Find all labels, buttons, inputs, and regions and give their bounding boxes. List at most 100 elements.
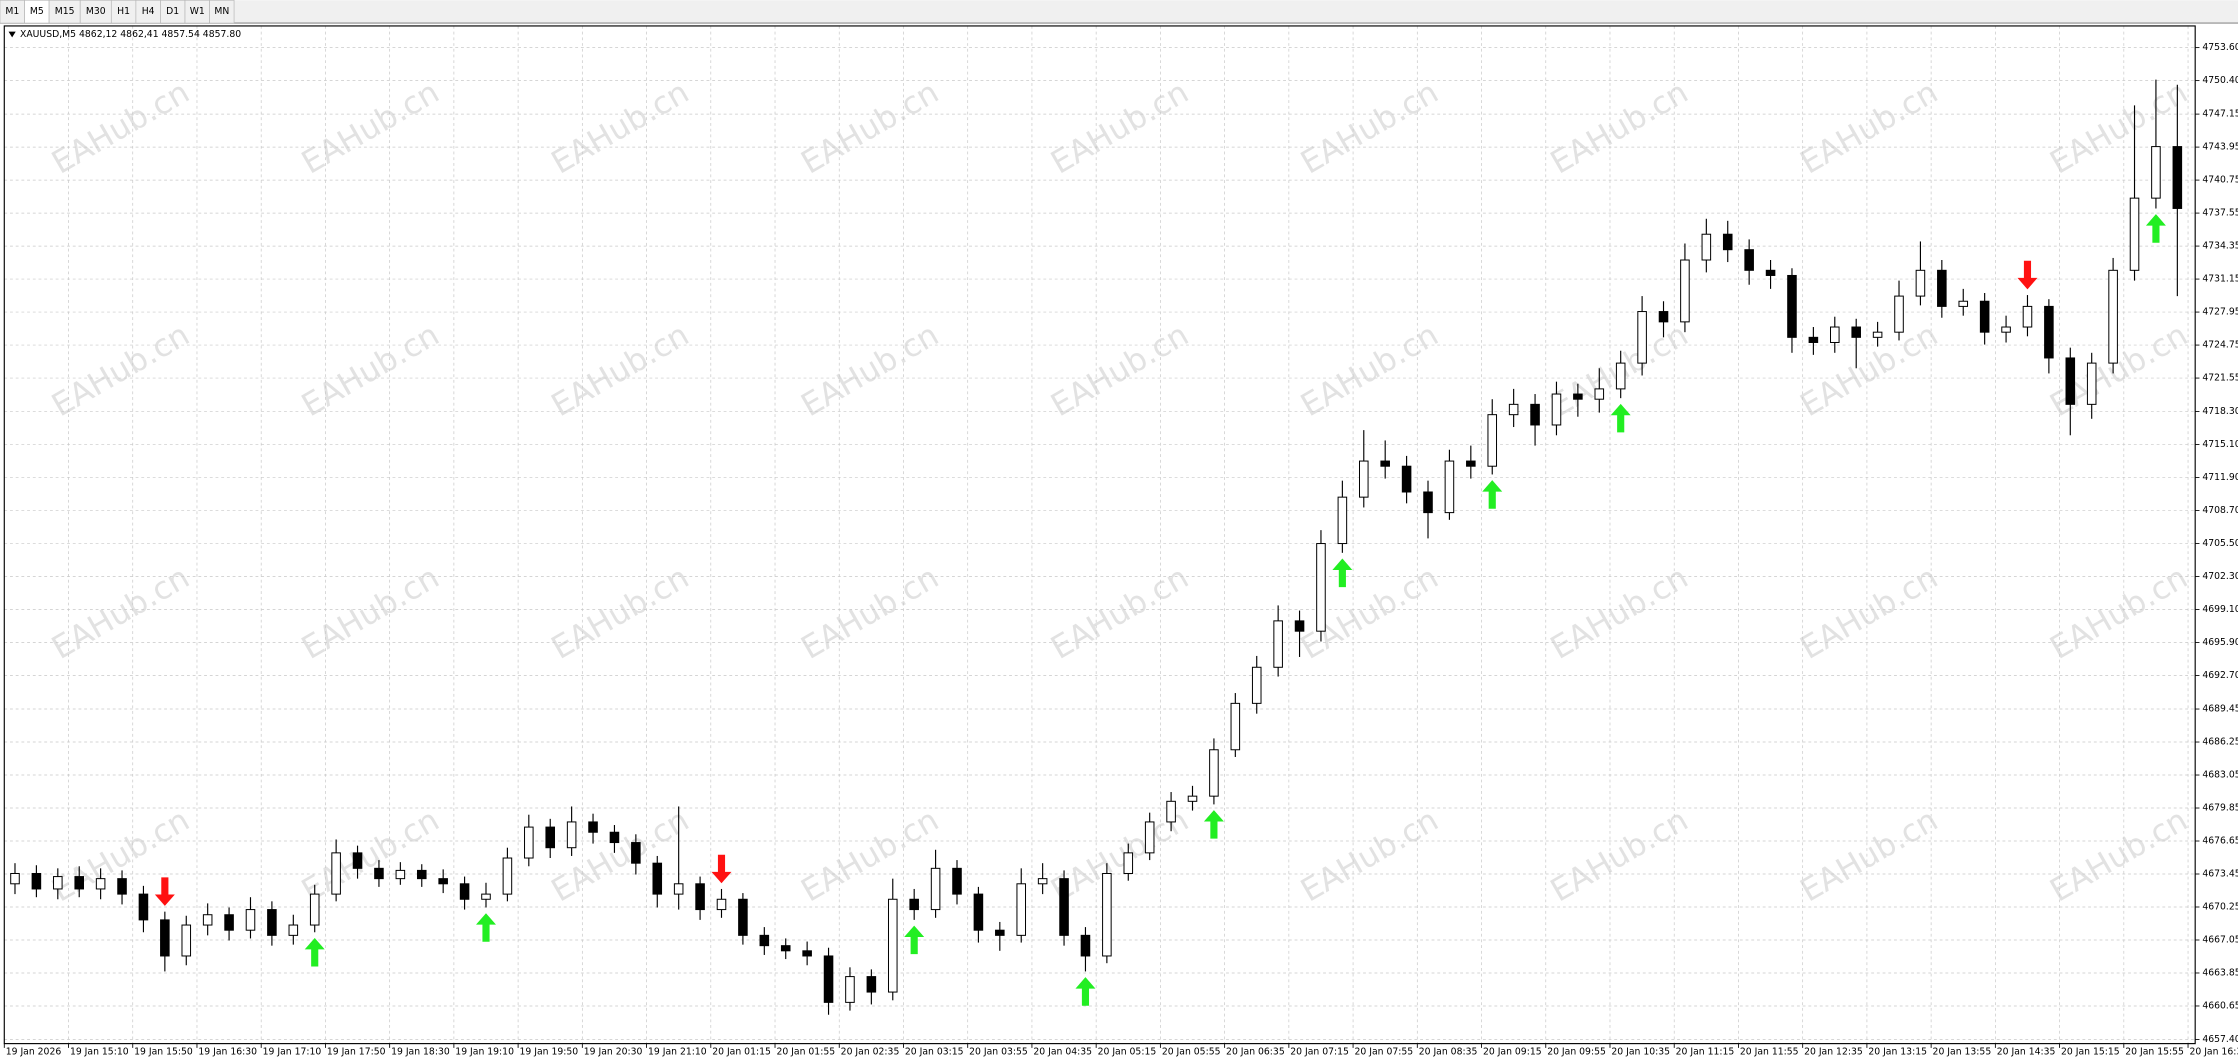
y-tick-label: 4721.55: [2202, 373, 2238, 384]
watermark: EAHub.cn: [296, 560, 446, 667]
candle-body: [224, 914, 234, 931]
candle-body: [416, 869, 427, 880]
candle-body: [1166, 800, 1176, 823]
candle-body: [95, 878, 106, 890]
candle-body: [1615, 362, 1626, 390]
watermark: EAHub.cn: [546, 802, 696, 909]
candle-body: [245, 909, 256, 931]
watermark: EAHub.cn: [795, 560, 945, 667]
timeframe-tab[interactable]: [209, 0, 235, 24]
candle-body: [2001, 326, 2011, 333]
x-tick-label: 20 Jan 06:35: [1226, 1047, 1285, 1058]
watermark: EAHub.cn: [296, 74, 446, 181]
timeframe-tab-label[interactable]: M15: [55, 6, 75, 17]
timeframe-tab-label[interactable]: MN: [214, 6, 229, 17]
candle-body: [952, 867, 962, 895]
candle-body: [1958, 300, 1969, 307]
candle-body: [74, 876, 84, 890]
candle-body: [1701, 233, 1712, 261]
watermark: EAHub.cn: [296, 317, 446, 424]
timeframe-tab-label[interactable]: H1: [117, 6, 130, 17]
grid: [4, 25, 2196, 1044]
candle-body: [352, 852, 363, 869]
watermark: EAHub.cn: [795, 74, 945, 181]
candle-body: [1444, 460, 1455, 514]
y-tick-label: 4743.95: [2202, 142, 2238, 153]
timeframe-tab-label[interactable]: M30: [86, 6, 106, 17]
candle-body: [2065, 357, 2076, 405]
watermark: EAHub.cn: [1794, 802, 1944, 909]
x-tick-label: 19 Jan 15:10: [70, 1047, 129, 1058]
candle-body: [1637, 311, 1647, 364]
x-tick-label: 20 Jan 14:35: [1997, 1047, 2056, 1058]
y-tick-label: 4689.45: [2202, 704, 2238, 715]
watermark: EAHub.cn: [1794, 317, 1944, 424]
buy-arrow: [1075, 977, 1096, 1006]
candle-body: [802, 950, 812, 957]
candle-body: [309, 893, 320, 926]
x-tick-label: 20 Jan 10:35: [1611, 1047, 1670, 1058]
candle-body: [288, 924, 299, 936]
menu-triangle: [8, 31, 16, 38]
x-tick-label: 20 Jan 15:55: [2125, 1047, 2184, 1058]
candle-body: [866, 976, 877, 993]
candle-body: [1059, 878, 1069, 936]
candle-body: [2172, 146, 2183, 209]
y-tick-label: 4667.05: [2202, 934, 2238, 945]
timeframe-tab-label[interactable]: M5: [30, 6, 44, 17]
candle-body: [1765, 269, 1776, 276]
candle-body: [1102, 872, 1112, 957]
timeframe-tab-label[interactable]: M1: [5, 6, 19, 17]
candle-body: [609, 831, 620, 844]
watermark: EAHub.cn: [296, 802, 446, 909]
candle-body: [331, 852, 341, 895]
sell-arrow: [711, 854, 732, 884]
x-tick-label: 19 Jan 2026: [6, 1047, 62, 1058]
candle-body: [10, 872, 20, 885]
x-tick-label: 20 Jan 02:35: [841, 1047, 900, 1058]
candle-body: [652, 862, 663, 895]
timeframe-tab-label[interactable]: D1: [166, 6, 179, 17]
x-tick-label: 20 Jan 11:55: [1740, 1047, 1799, 1058]
y-tick-label: 4676.65: [2202, 836, 2238, 847]
candle-body: [1594, 388, 1605, 400]
toolbar: [0, 0, 2238, 24]
watermark: EAHub.cn: [1545, 560, 1695, 667]
candle-body: [1016, 883, 1027, 936]
watermark: EAHub.cn: [2044, 802, 2194, 909]
y-tick-label: 4711.90: [2202, 472, 2238, 483]
watermark: EAHub.cn: [1295, 317, 1445, 424]
candle-body: [738, 898, 748, 936]
x-tick-label: 20 Jan 01:55: [776, 1047, 835, 1058]
candles: [10, 79, 2183, 1015]
watermark: EAHub.cn: [795, 802, 945, 909]
candle-body: [481, 893, 491, 900]
x-tick-label: 20 Jan 15:15: [2061, 1047, 2120, 1058]
watermark: EAHub.cn: [2044, 74, 2194, 181]
x-tick-label: 20 Jan 16:35: [2189, 1047, 2238, 1058]
candle-body: [374, 867, 384, 880]
candle-body: [502, 857, 513, 895]
x-tick-label: 19 Jan 16:30: [198, 1047, 257, 1058]
candle-body: [1294, 620, 1305, 632]
candle-body: [566, 821, 577, 849]
x-tick-label: 20 Jan 08:35: [1419, 1047, 1478, 1058]
candle-body: [1144, 821, 1155, 854]
candle-body: [631, 842, 641, 864]
buy-arrow: [1203, 810, 1224, 839]
y-tick-label: 4670.25: [2202, 901, 2238, 912]
candle-body: [395, 869, 406, 880]
candle-body: [1808, 336, 1819, 343]
candle-body: [1273, 620, 1283, 668]
y-tick-label: 4692.70: [2202, 670, 2238, 681]
watermark: EAHub.cn: [1545, 802, 1695, 909]
timeframe-tab-label[interactable]: W1: [190, 6, 205, 17]
candle-body: [1466, 460, 1476, 467]
timeframe-tab-label[interactable]: H4: [142, 6, 155, 17]
y-tick-label: 4673.45: [2202, 869, 2238, 880]
candle-body: [588, 821, 598, 833]
x-tick-label: 19 Jan 17:50: [327, 1047, 386, 1058]
x-tick-label: 20 Jan 03:15: [905, 1047, 964, 1058]
candle-body: [909, 898, 919, 911]
candle-body: [2086, 362, 2097, 405]
